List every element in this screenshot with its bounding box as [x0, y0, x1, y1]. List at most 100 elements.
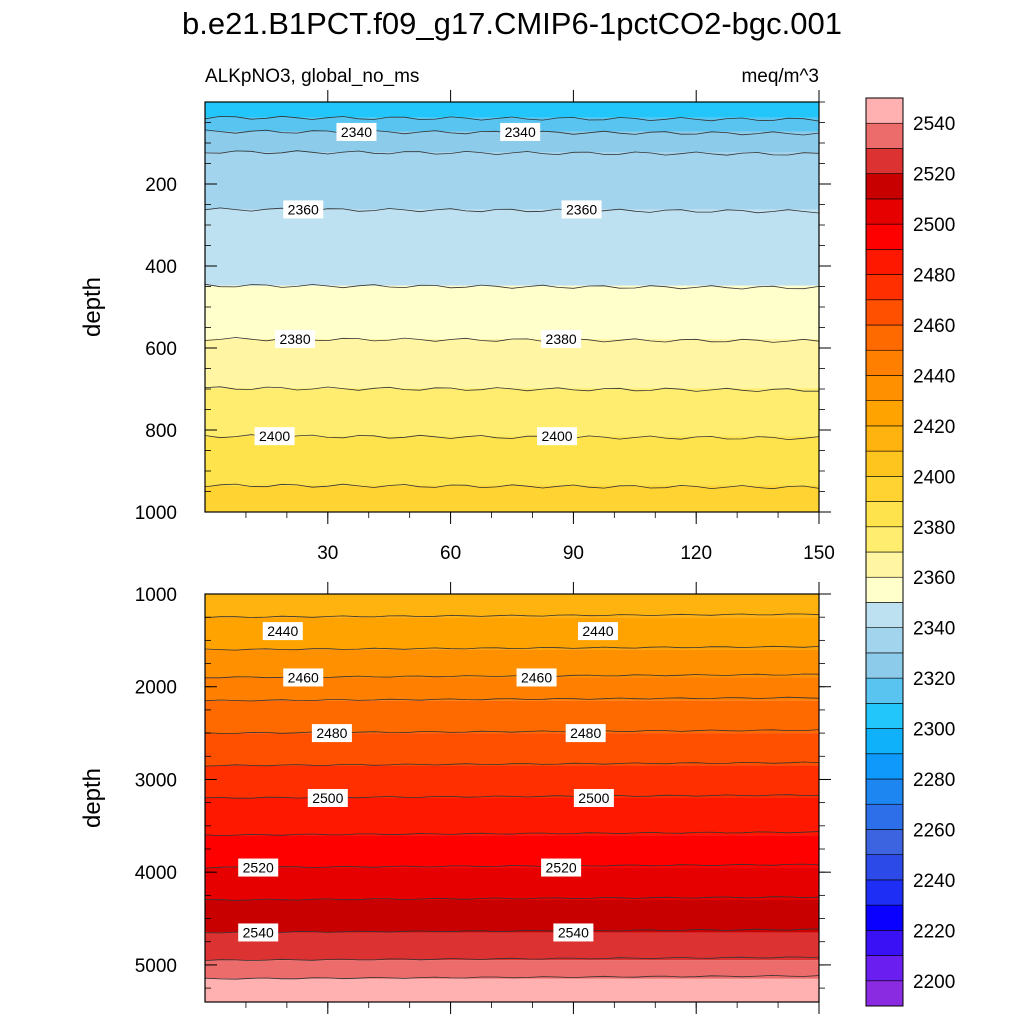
contour-band — [205, 900, 819, 933]
contour-band — [205, 436, 819, 486]
contour-band — [205, 388, 819, 437]
contour-band — [205, 617, 819, 650]
contour-label-bg — [537, 427, 578, 446]
x-tick-label: 150 — [803, 543, 835, 564]
contour-line — [204, 115, 820, 122]
contour-line — [204, 613, 820, 618]
colorbar-swatch — [865, 778, 904, 805]
contour-label: 2380 — [546, 331, 577, 347]
contour-label: 2440 — [267, 623, 298, 639]
colorbar-label: 2460 — [913, 316, 955, 337]
colorbar-swatch — [865, 122, 904, 149]
contour-line — [204, 956, 820, 962]
contour-band — [205, 960, 819, 979]
colorbar-label: 2280 — [913, 770, 955, 791]
contour-line — [204, 761, 820, 767]
colorbar-label: 2500 — [913, 215, 955, 236]
colorbar-swatch — [865, 501, 904, 528]
y-tick-label: 600 — [145, 339, 177, 360]
colorbar-label: 2260 — [913, 820, 955, 841]
colorbar-swatch — [865, 425, 904, 452]
contour-label: 2480 — [570, 725, 601, 741]
y-tick-label: 1000 — [135, 503, 177, 524]
contour-label: 2500 — [578, 790, 609, 806]
contour-label: 2540 — [558, 924, 589, 940]
contour-label-bg — [541, 329, 582, 348]
contour-line — [204, 645, 820, 651]
contour-label-bg — [336, 122, 377, 141]
colorbar-swatch — [865, 97, 904, 124]
contour-band — [205, 209, 819, 286]
colorbar-swatch — [865, 324, 904, 351]
contour-line — [204, 831, 820, 837]
y-tick-label: 200 — [145, 175, 177, 196]
x-tick-label: 60 — [440, 543, 461, 564]
colorbar-swatch — [865, 198, 904, 225]
contour-line — [204, 483, 820, 490]
contour-line — [204, 386, 819, 392]
colorbar-label: 2420 — [913, 417, 955, 438]
colorbar-label: 2540 — [913, 114, 955, 135]
contour-label: 2460 — [521, 669, 552, 685]
x-tick-label: 90 — [563, 543, 584, 564]
colorbar-swatch — [865, 854, 904, 881]
contour-label: 2360 — [566, 201, 597, 217]
y-tick-label: 1000 — [135, 585, 177, 606]
colorbar-swatch — [865, 375, 904, 401]
y-tick-label: 800 — [145, 421, 177, 442]
colorbar-swatch — [865, 829, 904, 855]
contour-label-bg — [238, 923, 279, 942]
colorbar-swatch — [865, 602, 904, 628]
contour-label: 2360 — [288, 201, 319, 217]
colorbar-swatch — [865, 627, 904, 654]
y-axis-title: depth — [79, 277, 106, 337]
contour-label-bg — [238, 858, 279, 877]
contour-line — [204, 896, 820, 901]
contour-band — [205, 932, 819, 961]
contour-label: 2460 — [288, 669, 319, 685]
contour-label-bg — [262, 622, 303, 641]
colorbar-swatch — [865, 551, 904, 578]
contour-band — [205, 677, 819, 701]
contour-band — [205, 867, 819, 900]
colorbar-swatch — [865, 148, 904, 174]
contour-label-bg — [577, 622, 618, 641]
panel-subtitle-left: ALKpNO3, global_no_ms — [205, 66, 419, 87]
colorbar-swatch — [865, 450, 904, 477]
y-tick-label: 5000 — [135, 956, 177, 977]
y-tick-label: 3000 — [135, 770, 177, 791]
colorbar-label: 2440 — [913, 366, 955, 387]
contour-band — [205, 594, 819, 618]
contour-label: 2400 — [259, 428, 290, 444]
contour-label-bg — [254, 427, 295, 446]
contour-line — [204, 696, 820, 702]
contour-label: 2520 — [546, 860, 577, 876]
colorbar-swatch — [865, 173, 904, 200]
y-tick-label: 2000 — [135, 678, 177, 699]
colorbar-swatch — [865, 349, 904, 376]
colorbar-label: 2240 — [913, 871, 955, 892]
contour-line — [204, 283, 820, 290]
colorbar-label: 2220 — [913, 921, 955, 942]
contour-label-bg — [516, 668, 557, 687]
colorbar-swatch — [865, 980, 904, 1007]
y-tick-label: 4000 — [135, 863, 177, 884]
contour-band — [205, 700, 819, 734]
colorbar-frame — [865, 97, 904, 1007]
colorbar-label: 2320 — [913, 669, 955, 690]
x-tick-label: 120 — [680, 543, 712, 564]
contour-label-bg — [500, 122, 541, 141]
figure-title: b.e21.B1PCT.f09_g17.CMIP6-1pctCO2-bgc.00… — [182, 6, 842, 41]
contour-label-bg — [553, 923, 594, 942]
colorbar-swatch — [865, 400, 904, 427]
contour-band — [205, 835, 819, 868]
x-tick-label: 30 — [317, 543, 338, 564]
contour-label: 2340 — [341, 124, 372, 140]
contour-label: 2400 — [541, 428, 572, 444]
colorbar-swatch — [865, 753, 904, 780]
y-tick-label: 400 — [145, 257, 177, 278]
contour-label: 2440 — [582, 623, 613, 639]
colorbar-label: 2360 — [913, 568, 955, 589]
contour-label: 2340 — [505, 124, 536, 140]
